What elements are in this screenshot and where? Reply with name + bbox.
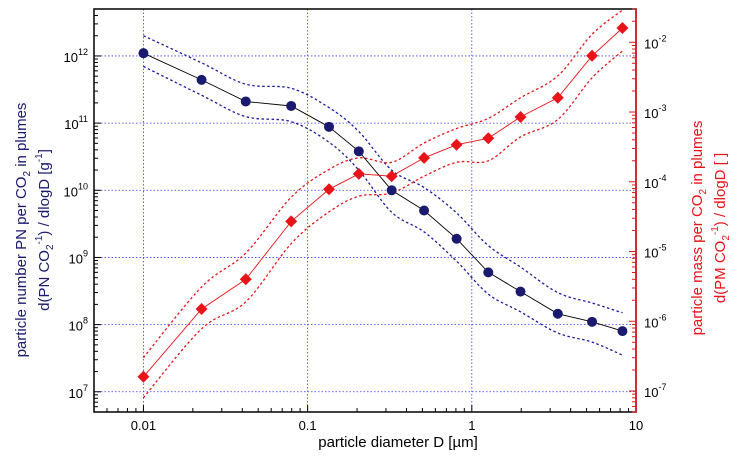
pm-point <box>418 151 431 164</box>
pm-point <box>482 132 495 145</box>
left-tick-label: 109 <box>69 248 88 266</box>
right-title-line2-end: ) / dlogD [ ] <box>712 153 729 226</box>
pm-point <box>586 49 599 62</box>
right-tick-label: 10-2 <box>644 33 666 51</box>
left-title-line2-sub: 2 <box>45 244 56 250</box>
svg-text:d(PM CO2-1) / dlogD [ ]: d(PM CO2-1) / dlogD [ ] <box>710 153 732 303</box>
left-title-line2: d(PN CO <box>36 250 53 311</box>
right-title-line2-sub: 2 <box>721 235 732 241</box>
pn-point <box>617 326 628 337</box>
left-tick-label: 1012 <box>64 47 88 65</box>
pn-point <box>587 316 598 327</box>
pn-point <box>515 286 526 297</box>
error-bands <box>142 9 623 399</box>
pn-point <box>286 100 297 111</box>
svg-text:d(PN CO2-1) / dlogD [g-1]: d(PN CO2-1) / dlogD [g-1] <box>34 149 56 311</box>
x-tick-label: 10 <box>629 418 643 433</box>
svg-text:particle number PN per CO2 in: particle number PN per CO2 in plumes <box>13 103 33 358</box>
series-markers <box>137 22 629 383</box>
right-title-line1: particle mass per CO <box>689 195 706 336</box>
x-tick-label: 1 <box>468 418 475 433</box>
right-tick-label: 10-7 <box>644 382 666 400</box>
pm-point <box>195 302 208 315</box>
right-tick-label: 10-6 <box>644 312 666 330</box>
left-title-line2-close: ] <box>36 149 53 153</box>
left-axis: 107 108 109 1010 1011 1012 <box>64 8 101 413</box>
pm-point <box>352 167 365 180</box>
right-tick-label: 10-5 <box>644 243 666 261</box>
x-tick-label: 0.1 <box>299 418 317 433</box>
right-tick-label: 10-4 <box>644 173 666 191</box>
pn-point <box>324 121 335 132</box>
left-title-line1-end: in plumes <box>13 103 30 171</box>
pm-point <box>323 183 336 196</box>
right-title-line2: d(PM CO <box>712 241 729 304</box>
pm-point <box>514 110 527 123</box>
x-tick-label: 0.01 <box>131 418 156 433</box>
pn-point <box>552 308 563 319</box>
series-lines <box>143 27 623 378</box>
x-axis: 0.01 0.1 1 10 <box>93 405 643 433</box>
pn-series-line <box>143 52 623 332</box>
pn-point <box>419 205 430 216</box>
pm-series-line <box>143 27 623 378</box>
pn-point <box>196 74 207 85</box>
left-title-line1-sub: 2 <box>22 171 33 177</box>
svg-text:particle mass per CO2 in plume: particle mass per CO2 in plumes <box>689 121 709 336</box>
pm-point <box>385 170 398 183</box>
pn-point <box>353 146 364 157</box>
left-title-line2-sup2: -1 <box>34 153 45 162</box>
pm-lower-bound <box>142 50 623 399</box>
left-axis-title: particle number PN per CO2 in plumes d(P… <box>13 103 56 358</box>
right-title-line1-end: in plumes <box>689 121 706 189</box>
right-axis: 10-7 10-6 10-5 10-4 10-3 10-2 <box>629 8 666 413</box>
pn-point <box>451 233 462 244</box>
pm-upper-bound <box>142 9 623 359</box>
left-title-line2-sup: -1 <box>34 235 45 244</box>
pm-point <box>239 273 252 286</box>
right-axis-title: particle mass per CO2 in plumes d(PM CO2… <box>689 121 732 336</box>
grid <box>94 9 636 412</box>
pn-point <box>483 267 494 278</box>
pm-point <box>551 91 564 104</box>
right-title-line1-sub: 2 <box>698 189 709 195</box>
x-axis-title: particle diameter D [µm] <box>318 434 478 451</box>
pn-lower-bound <box>143 65 623 356</box>
pm-point <box>450 138 463 151</box>
left-tick-label: 1011 <box>64 114 88 132</box>
right-title-line2-sup: -1 <box>710 226 721 235</box>
pm-point <box>285 215 298 228</box>
pn-point <box>138 48 149 59</box>
right-tick-label: 10-3 <box>644 103 666 121</box>
pm-point <box>137 370 150 383</box>
pm-point <box>616 22 629 35</box>
left-tick-label: 107 <box>69 383 88 401</box>
pn-upper-bound <box>143 35 623 314</box>
pn-point <box>386 185 397 196</box>
left-tick-label: 1010 <box>64 181 88 199</box>
left-tick-label: 108 <box>69 316 88 334</box>
plot-frame <box>93 8 637 413</box>
left-title-line2-end: ) / dlogD [g <box>36 162 53 235</box>
pn-point <box>240 96 251 107</box>
left-title-line1: particle number PN per CO <box>13 177 30 358</box>
